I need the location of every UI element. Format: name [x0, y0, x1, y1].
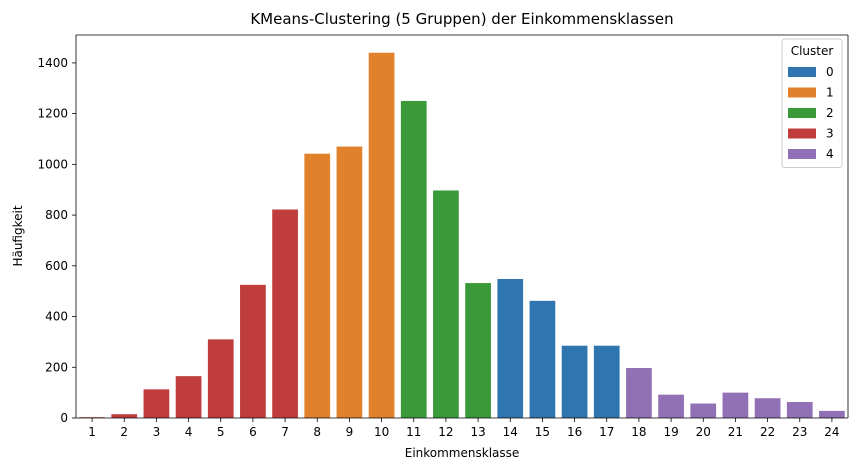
x-tick-label: 6 [249, 425, 257, 439]
bar-22 [754, 398, 781, 418]
y-tick-label: 400 [45, 310, 68, 324]
legend-label-2: 2 [826, 106, 834, 120]
x-tick-label: 23 [792, 425, 807, 439]
bar-16 [561, 345, 588, 418]
legend-swatch-0 [788, 67, 816, 77]
bar-17 [593, 345, 620, 418]
bar-12 [433, 190, 459, 418]
bar-3 [143, 389, 170, 418]
x-tick-label: 24 [824, 425, 839, 439]
legend-label-3: 3 [826, 127, 834, 141]
bar-9 [336, 146, 363, 418]
legend-swatch-1 [788, 87, 816, 98]
y-axis: 0 200 400 600 800 1000 1200 1400 [37, 56, 76, 425]
x-tick-label: 22 [760, 425, 775, 439]
bar-24 [819, 410, 845, 418]
x-tick-label: 2 [120, 425, 128, 439]
bar-14 [497, 279, 524, 418]
plot-area [75, 34, 849, 419]
legend-label-0: 0 [826, 65, 834, 79]
legend-swatch-2 [788, 108, 816, 118]
x-tick-label: 21 [728, 425, 743, 439]
y-tick-label: 1200 [37, 107, 68, 121]
legend-label-1: 1 [826, 86, 834, 100]
x-tick-label: 19 [663, 425, 678, 439]
x-tick-label: 11 [406, 425, 421, 439]
x-tick-label: 7 [281, 425, 289, 439]
bar-6 [240, 284, 266, 418]
x-tick-label: 20 [696, 425, 711, 439]
axes-frame [75, 34, 849, 419]
bar-15 [529, 300, 556, 418]
bar-21 [722, 392, 749, 418]
y-tick-label: 800 [45, 208, 68, 222]
x-axis: 1 2 3 4 5 6 7 8 9 10 11 12 13 14 15 16 17 18 19 20 21 22 23 24 [88, 418, 840, 439]
x-tick-label: 4 [185, 425, 193, 439]
bar-7 [272, 209, 298, 418]
x-tick-label: 1 [88, 425, 96, 439]
legend: Cluster 0 1 2 3 4 [781, 38, 843, 168]
y-axis-label: Häufigkeit [11, 205, 25, 266]
x-tick-label: 15 [535, 425, 550, 439]
y-tick-label: 1000 [37, 157, 68, 171]
bar-20 [690, 403, 717, 418]
bar-11 [400, 100, 427, 418]
legend-swatch-3 [788, 128, 816, 139]
bar-10 [368, 52, 395, 418]
x-axis-label: Einkommensklasse [405, 446, 520, 460]
x-tick-label: 17 [599, 425, 614, 439]
y-tick-label: 0 [60, 411, 68, 425]
bar-8 [304, 153, 331, 418]
x-tick-label: 12 [438, 425, 453, 439]
x-tick-label: 16 [567, 425, 582, 439]
bar-2 [111, 414, 138, 418]
legend-label-4: 4 [826, 147, 834, 161]
x-tick-label: 14 [503, 425, 518, 439]
legend-title: Cluster [791, 44, 834, 58]
y-tick-label: 1400 [37, 56, 68, 70]
x-tick-label: 9 [346, 425, 354, 439]
chart-title: KMeans-Clustering (5 Gruppen) der Einkom… [250, 10, 673, 28]
bar-13 [465, 283, 491, 418]
y-tick-label: 200 [45, 360, 68, 374]
x-tick-label: 10 [374, 425, 389, 439]
bar-19 [658, 394, 684, 418]
bar-4 [175, 376, 202, 418]
x-tick-label: 3 [153, 425, 161, 439]
x-tick-label: 8 [313, 425, 321, 439]
x-tick-label: 5 [217, 425, 225, 439]
x-tick-label: 18 [631, 425, 646, 439]
y-tick-label: 600 [45, 259, 68, 273]
bar-18 [626, 368, 652, 418]
bar-5 [207, 339, 234, 418]
x-tick-label: 13 [470, 425, 485, 439]
bar-23 [786, 402, 813, 418]
legend-swatch-4 [788, 149, 816, 159]
